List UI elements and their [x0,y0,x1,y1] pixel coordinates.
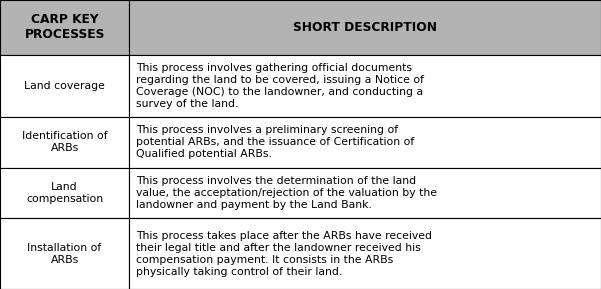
Text: This process involves gathering official documents
regarding the land to be cove: This process involves gathering official… [136,63,424,109]
Text: Installation of
ARBs: Installation of ARBs [28,242,102,265]
Bar [129,117,601,168]
Bar [0,168,129,218]
Text: Land
compensation: Land compensation [26,182,103,204]
Bar [0,0,129,55]
Bar [0,117,129,168]
Text: Identification of
ARBs: Identification of ARBs [22,131,108,153]
Text: Land coverage: Land coverage [24,81,105,91]
Text: This process involves a preliminary screening of
potential ARBs, and the issuanc: This process involves a preliminary scre… [136,125,415,159]
Text: This process takes place after the ARBs have received
their legal title and afte: This process takes place after the ARBs … [136,231,433,277]
Text: SHORT DESCRIPTION: SHORT DESCRIPTION [293,21,437,34]
Bar [129,168,601,218]
Bar [0,218,129,289]
Bar [129,0,601,55]
Text: This process involves the determination of the land
value, the acceptation/rejec: This process involves the determination … [136,176,438,210]
Bar [0,55,129,117]
Bar [129,55,601,117]
Bar [129,218,601,289]
Text: CARP KEY
PROCESSES: CARP KEY PROCESSES [25,14,105,41]
